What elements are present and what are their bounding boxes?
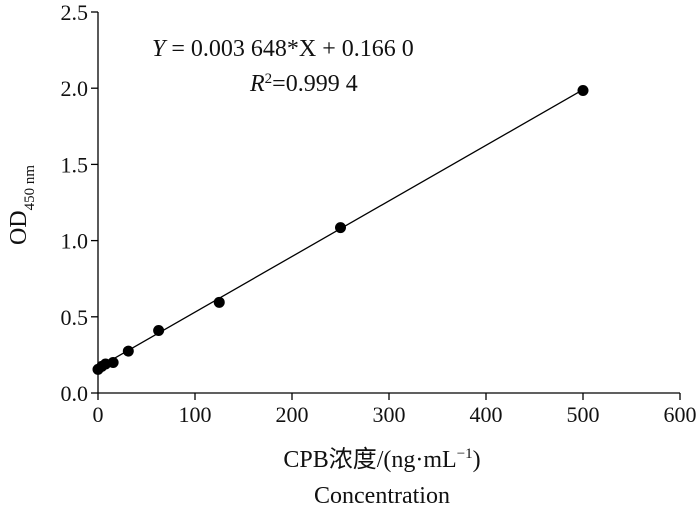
x-tick-label: 500	[567, 402, 600, 427]
data-point	[577, 84, 589, 96]
x-axis-title-2: Concentration	[314, 483, 450, 509]
equation-text: Y = 0.003 648*X + 0.166 0	[152, 36, 414, 62]
x-tick-label: 100	[179, 402, 212, 427]
x-tick-label: 300	[373, 402, 406, 427]
equation-rhs: = 0.003 648*X + 0.166 0	[165, 36, 413, 62]
data-point	[153, 325, 165, 337]
data-points	[92, 84, 589, 375]
y-tick-label: 0.5	[61, 305, 89, 330]
y-axis-label-sub: 450 nm	[22, 165, 38, 211]
y-ticks: 0.0 0.5 1.0 1.5 2.0 2.5	[61, 0, 98, 406]
y-tick-label: 1.0	[61, 229, 89, 254]
x-axis-label: CPB浓度/(ng·mL	[283, 446, 456, 473]
y-axis-label: OD	[6, 210, 32, 245]
r-sup: 2	[265, 71, 273, 87]
y-tick-label: 1.5	[61, 152, 89, 177]
r-var: R	[249, 71, 265, 97]
data-point	[335, 222, 346, 234]
y-tick-label: 2.0	[61, 76, 89, 101]
x-tick-label: 400	[470, 402, 503, 427]
y-tick-label: 0.0	[61, 381, 89, 406]
r-rhs: =0.999 4	[272, 71, 358, 97]
data-point	[122, 345, 134, 357]
x-ticks: 0 100 200 300 400 500 600	[93, 393, 697, 427]
data-point	[107, 357, 119, 369]
y-axis-title: OD450 nm	[6, 165, 38, 245]
y-tick-label: 2.5	[61, 0, 89, 25]
r-squared-text: R2=0.999 4	[249, 71, 358, 97]
x-tick-label: 600	[664, 402, 697, 427]
x-axis-label-sup: −1	[457, 446, 473, 462]
x-tick-label: 0	[93, 402, 104, 427]
equation-y-var: Y	[152, 36, 168, 62]
data-point	[213, 296, 225, 308]
x-axis-label-close: )	[473, 447, 481, 473]
x-axis-title: CPB浓度/(ng·mL−1)	[283, 446, 480, 473]
x-tick-label: 200	[276, 402, 309, 427]
